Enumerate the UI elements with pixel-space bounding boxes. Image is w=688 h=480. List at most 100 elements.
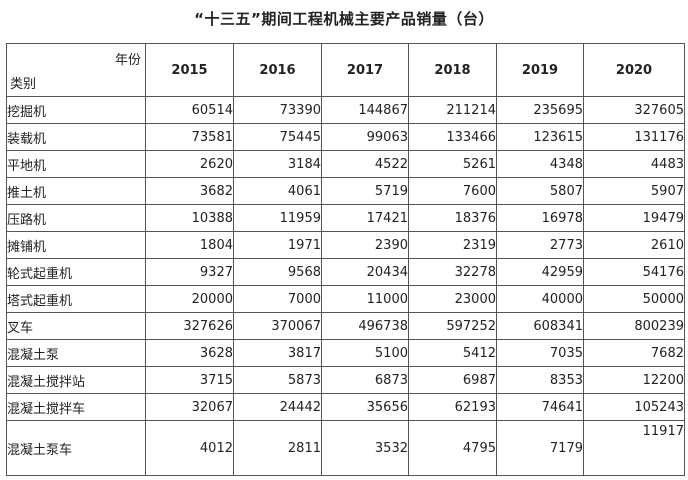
value-cell: 3628	[145, 339, 234, 367]
value-cell: 211214	[408, 96, 497, 124]
table-row: 平地机 2620 3184 4522 5261 4348 4483	[6, 150, 685, 178]
category-cell: 压路机	[6, 204, 146, 232]
value-cell: 11959	[233, 204, 322, 232]
value-cell: 5719	[321, 177, 409, 205]
value-cell: 60514	[145, 96, 234, 124]
table-row: 装载机 73581 75445 99063 133466 123615 1311…	[6, 123, 685, 151]
value-cell: 6987	[408, 366, 497, 394]
value-cell: 144867	[321, 96, 409, 124]
value-cell: 496738	[321, 312, 409, 340]
category-cell: 装载机	[6, 123, 146, 151]
corner-cell: 年份 类别	[6, 43, 146, 97]
header-row: 年份 类别 2015 2016 2017 2018 2019 2020	[6, 43, 685, 97]
value-cell: 35656	[321, 393, 409, 421]
value-cell: 3184	[233, 150, 322, 178]
value-cell: 4348	[496, 150, 584, 178]
value-cell: 131176	[583, 123, 685, 151]
column-axis-label: 年份	[114, 53, 141, 68]
value-cell: 62193	[408, 393, 497, 421]
value-cell: 327605	[583, 96, 685, 124]
value-cell: 800239	[583, 312, 685, 340]
value-cell: 123615	[496, 123, 584, 151]
year-header-2017: 2017	[321, 43, 409, 97]
value-cell: 2319	[408, 231, 497, 259]
table-row: 混凝土搅拌车 32067 24442 35656 62193 74641 105…	[6, 393, 685, 421]
value-cell: 32278	[408, 258, 497, 286]
category-cell: 叉车	[6, 312, 146, 340]
value-cell: 4795	[408, 420, 497, 476]
value-cell: 16978	[496, 204, 584, 232]
value-cell: 3715	[145, 366, 234, 394]
value-cell: 4483	[583, 150, 685, 178]
value-cell: 5807	[496, 177, 584, 205]
value-cell: 2610	[583, 231, 685, 259]
category-cell: 塔式起重机	[6, 285, 146, 313]
value-cell: 4061	[233, 177, 322, 205]
value-cell: 5412	[408, 339, 497, 367]
value-cell: 5100	[321, 339, 409, 367]
value-cell: 73390	[233, 96, 322, 124]
value-cell: 19479	[583, 204, 685, 232]
value-cell: 12200	[583, 366, 685, 394]
value-cell: 20434	[321, 258, 409, 286]
value-cell: 4012	[145, 420, 234, 476]
value-cell: 5261	[408, 150, 497, 178]
category-cell: 挖掘机	[6, 96, 146, 124]
value-cell: 99063	[321, 123, 409, 151]
year-header-2019: 2019	[496, 43, 584, 97]
value-cell: 7179	[496, 420, 584, 476]
value-cell: 54176	[583, 258, 685, 286]
value-cell: 23000	[408, 285, 497, 313]
category-cell: 混凝土搅拌车	[6, 393, 146, 421]
value-cell: 3532	[321, 420, 409, 476]
year-header-2016: 2016	[233, 43, 322, 97]
value-cell: 5907	[583, 177, 685, 205]
value-cell: 9568	[233, 258, 322, 286]
value-cell: 370067	[233, 312, 322, 340]
category-cell: 摊铺机	[6, 231, 146, 259]
category-cell: 混凝土搅拌站	[6, 366, 146, 394]
value-cell: 1804	[145, 231, 234, 259]
table-row: 混凝土搅拌站 3715 5873 6873 6987 8353 12200	[6, 366, 685, 394]
year-header-2015: 2015	[145, 43, 234, 97]
value-cell: 3817	[233, 339, 322, 367]
value-cell: 7035	[496, 339, 584, 367]
year-header-2020: 2020	[583, 43, 685, 97]
category-cell: 混凝土泵车	[6, 420, 146, 476]
category-cell: 轮式起重机	[6, 258, 146, 286]
value-cell: 235695	[496, 96, 584, 124]
value-cell: 42959	[496, 258, 584, 286]
value-cell: 10388	[145, 204, 234, 232]
page-title: “十三五”期间工程机械主要产品销量（台）	[194, 10, 494, 28]
value-cell: 6873	[321, 366, 409, 394]
table-row: 混凝土泵 3628 3817 5100 5412 7035 7682	[6, 339, 685, 367]
sales-table: 年份 类别 2015 2016 2017 2018 2019 2020 挖掘机 …	[6, 43, 685, 476]
value-cell: 133466	[408, 123, 497, 151]
value-cell: 11000	[321, 285, 409, 313]
value-cell: 73581	[145, 123, 234, 151]
value-cell: 11917	[583, 420, 685, 476]
value-cell: 18376	[408, 204, 497, 232]
value-cell: 597252	[408, 312, 497, 340]
value-cell: 7600	[408, 177, 497, 205]
table-row: 挖掘机 60514 73390 144867 211214 235695 327…	[6, 96, 685, 124]
value-cell: 40000	[496, 285, 584, 313]
table-row: 混凝土泵车 4012 2811 3532 4795 7179 11917	[6, 420, 685, 476]
table-row: 摊铺机 1804 1971 2390 2319 2773 2610	[6, 231, 685, 259]
value-cell: 8353	[496, 366, 584, 394]
value-cell: 74641	[496, 393, 584, 421]
category-cell: 混凝土泵	[6, 339, 146, 367]
value-cell: 2811	[233, 420, 322, 476]
value-cell: 5873	[233, 366, 322, 394]
value-cell: 2390	[321, 231, 409, 259]
table-row: 塔式起重机 20000 7000 11000 23000 40000 50000	[6, 285, 685, 313]
value-cell: 105243	[583, 393, 685, 421]
value-cell: 2773	[496, 231, 584, 259]
value-cell: 608341	[496, 312, 584, 340]
table-body: 挖掘机 60514 73390 144867 211214 235695 327…	[6, 96, 685, 476]
value-cell: 1971	[233, 231, 322, 259]
value-cell: 9327	[145, 258, 234, 286]
value-cell: 50000	[583, 285, 685, 313]
value-cell: 17421	[321, 204, 409, 232]
category-cell: 推土机	[6, 177, 146, 205]
